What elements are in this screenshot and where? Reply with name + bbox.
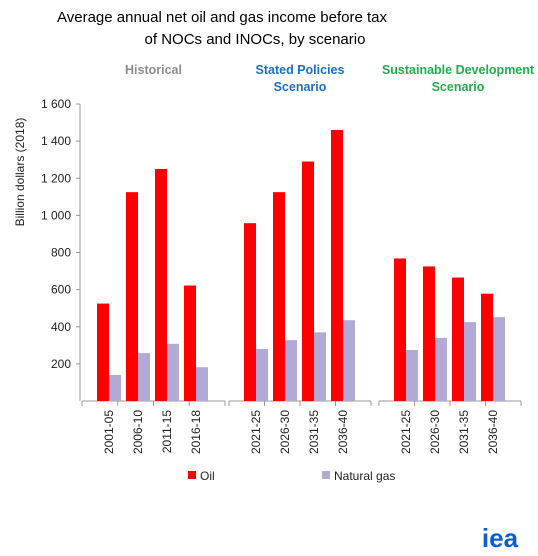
oil-bar	[126, 192, 138, 401]
oil-bar	[394, 258, 406, 401]
y-tick-label: 1 200	[41, 171, 71, 185]
gas-bar	[109, 375, 121, 401]
x-tick-label: 2001-05	[102, 410, 116, 454]
gas-bar	[406, 349, 418, 401]
x-tick-label: 2026-30	[278, 410, 292, 454]
x-tick-label: 2026-30	[428, 410, 442, 454]
panel-title-3-line-2: Scenario	[432, 80, 485, 94]
x-tick-label: 2036-40	[486, 410, 500, 454]
panel-title-2-line-1: Stated Policies	[256, 63, 345, 77]
panel-title-3-line-1: Sustainable Development	[382, 63, 535, 77]
oil-bar	[273, 192, 285, 401]
legend-label-oil: Oil	[200, 469, 215, 483]
y-tick-label: 400	[51, 320, 71, 334]
x-tick-label: 2021-25	[399, 410, 413, 454]
oil-bar	[97, 303, 109, 401]
oil-bar	[331, 129, 343, 402]
iea-logo: iea	[482, 523, 519, 553]
gas-bar	[256, 349, 268, 401]
x-tick-label: 2031-35	[457, 410, 471, 454]
gas-bar	[196, 367, 208, 401]
x-tick-labels: 2001-05 2006-10 2011-15 2016-18 2021-25 2026-…	[102, 410, 500, 454]
legend-label-natural-gas: Natural gas	[334, 469, 395, 483]
legend-swatch-natural-gas	[322, 471, 330, 479]
panel-title-1-line-1: Historical	[125, 63, 182, 77]
y-tick-label: 1 600	[41, 97, 71, 111]
chart-title-line-1: Average annual net oil and gas income be…	[57, 9, 387, 26]
y-tick-label: 1 000	[41, 208, 71, 222]
y-tick-label: 800	[51, 246, 71, 260]
oil-bar	[155, 168, 167, 401]
y-axis-label: Billion dollars (2018)	[13, 118, 27, 227]
x-tick-label: 2021-25	[249, 410, 263, 454]
y-tick-label: 600	[51, 283, 71, 297]
y-tick-label: 1 400	[41, 134, 71, 148]
gas-bar	[285, 340, 297, 401]
panel-title-2-line-2: Scenario	[274, 80, 327, 94]
gas-bar	[464, 322, 476, 401]
gas-bar	[435, 337, 447, 401]
legend: Oil Natural gas	[188, 469, 395, 483]
gas-bar	[167, 343, 179, 401]
oil-bar	[423, 266, 435, 401]
x-tick-label: 2036-40	[336, 410, 350, 454]
x-tick-label: 2006-10	[131, 410, 145, 454]
oil-bar	[244, 223, 256, 401]
oil-bar	[184, 285, 196, 401]
oil-bar	[481, 293, 493, 401]
oil-bar	[302, 161, 314, 401]
gas-bar	[493, 317, 505, 401]
gas-bar	[138, 353, 150, 401]
gas-bar	[343, 320, 355, 401]
x-tick-label: 2016-18	[189, 410, 203, 454]
panel-titles: Historical Stated Policies Scenario Sustain…	[125, 63, 535, 94]
y-tick-label: 200	[51, 357, 71, 371]
bars	[97, 129, 505, 402]
chart-title-line-2: of NOCs and INOCs, by scenario	[145, 31, 366, 48]
axes: 200 400 600 800 1 000 1 200 1 400 1 600	[41, 97, 522, 406]
oil-bar	[452, 277, 464, 401]
legend-swatch-oil	[188, 471, 196, 479]
gas-bar	[314, 332, 326, 401]
x-tick-label: 2011-15	[160, 410, 174, 453]
x-tick-label: 2031-35	[307, 410, 321, 454]
